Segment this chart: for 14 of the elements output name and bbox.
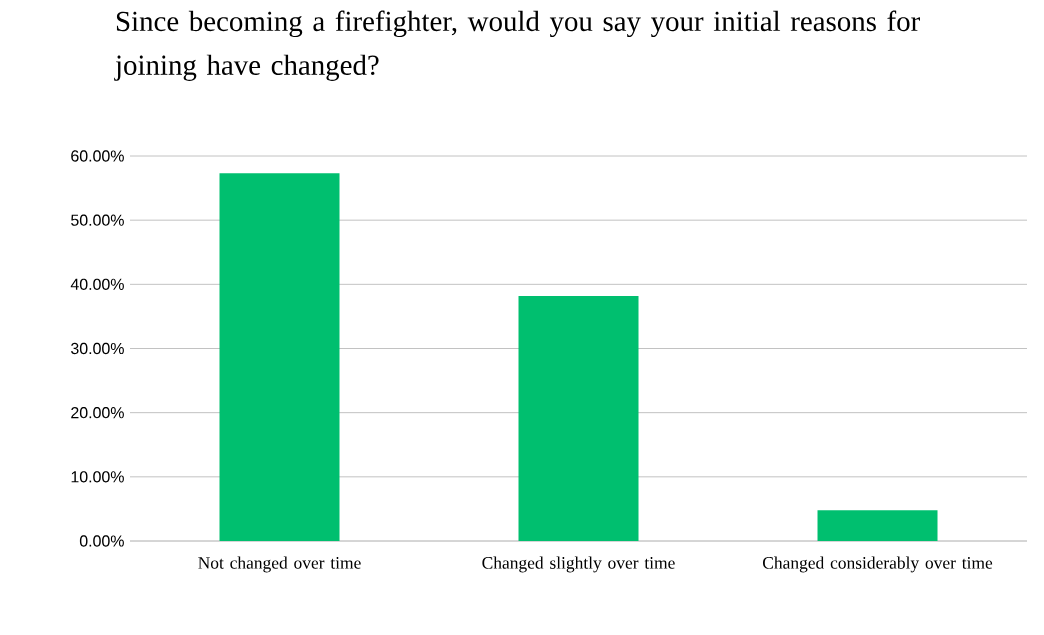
bar	[817, 510, 938, 541]
chart-title: Since becoming a firefighter, would you say your initial reasons for joining have changed?	[114, 10, 920, 81]
y-tick-label: 0.00%	[79, 535, 124, 547]
bar	[518, 295, 639, 541]
bar	[219, 173, 340, 541]
y-tick-label: 10.00%	[71, 471, 124, 483]
x-tick-label: Changed slightly over time	[482, 556, 675, 573]
x-tick-label: Changed considerably over time	[763, 556, 993, 573]
y-tick-label: 50.00%	[71, 214, 124, 226]
y-tick-label: 60.00%	[71, 150, 124, 162]
y-tick-label: 40.00%	[70, 278, 124, 290]
x-tick-label: Not changed over time	[198, 556, 361, 573]
y-tick-label: 30.00%	[71, 342, 124, 355]
y-tick-label: 20.00%	[71, 407, 124, 419]
